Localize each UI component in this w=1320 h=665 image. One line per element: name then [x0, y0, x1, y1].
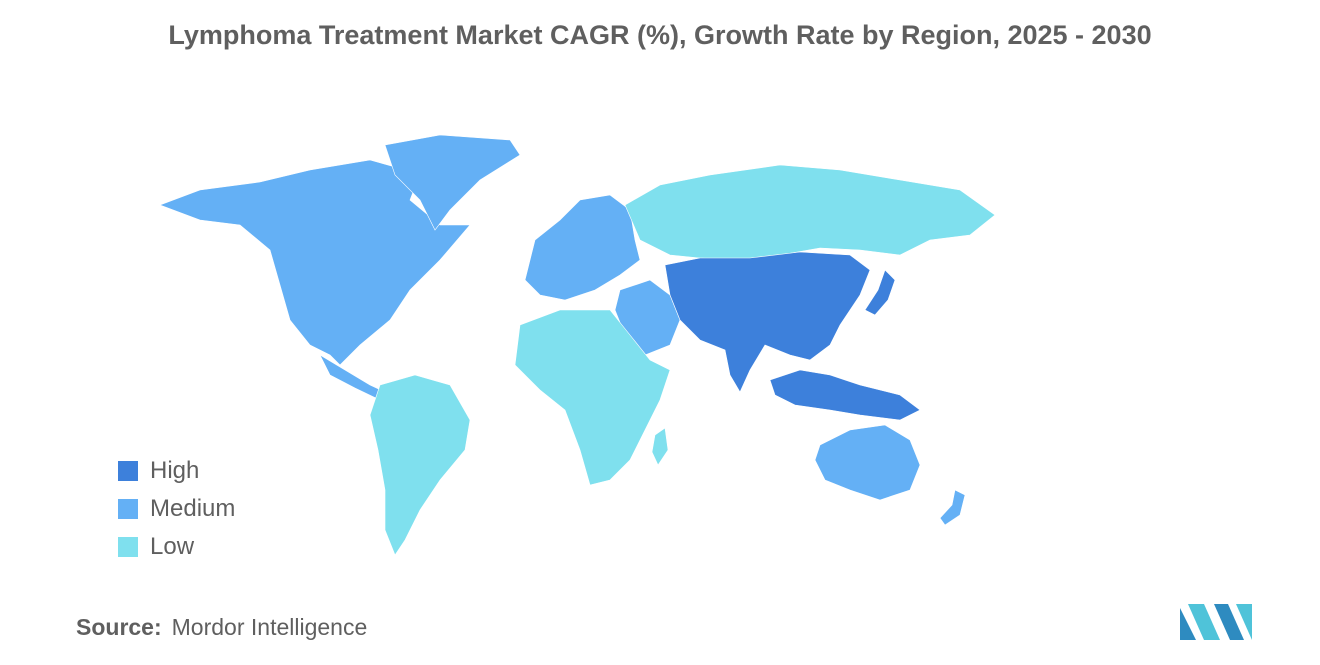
region-new-zealand [939, 489, 966, 526]
region-asia-pacific [664, 251, 871, 393]
region-south-america [369, 374, 471, 556]
region-madagascar [651, 427, 669, 466]
region-africa [514, 309, 671, 486]
legend-swatch-medium [118, 499, 138, 519]
legend-item-low: Low [118, 528, 235, 566]
region-europe [524, 194, 641, 301]
legend-label-medium: Medium [150, 495, 236, 522]
legend-label-high: High [150, 457, 200, 484]
page-title: Lymphoma Treatment Market CAGR (%), Grow… [168, 20, 1152, 50]
legend-swatch-low [118, 537, 138, 557]
source-value: Mordor Intelligence [171, 614, 368, 640]
region-southeast-asia [769, 369, 921, 421]
source-note: Source: Mordor Intelligence [76, 614, 367, 641]
region-australia [814, 424, 921, 501]
legend-item-high: High [118, 452, 235, 490]
region-north-america [159, 159, 471, 366]
region-central-america [319, 354, 386, 401]
map-legend: High Medium Low [118, 452, 235, 566]
region-japan [864, 269, 896, 316]
region-russia [624, 164, 996, 261]
mordor-intelligence-logo-icon [1180, 604, 1252, 640]
legend-label-low: Low [150, 533, 195, 560]
legend-swatch-high [118, 461, 138, 481]
world-map [159, 134, 996, 556]
legend-item-medium: Medium [118, 490, 235, 528]
source-label: Source: [76, 614, 162, 640]
region-greenland [384, 134, 521, 231]
